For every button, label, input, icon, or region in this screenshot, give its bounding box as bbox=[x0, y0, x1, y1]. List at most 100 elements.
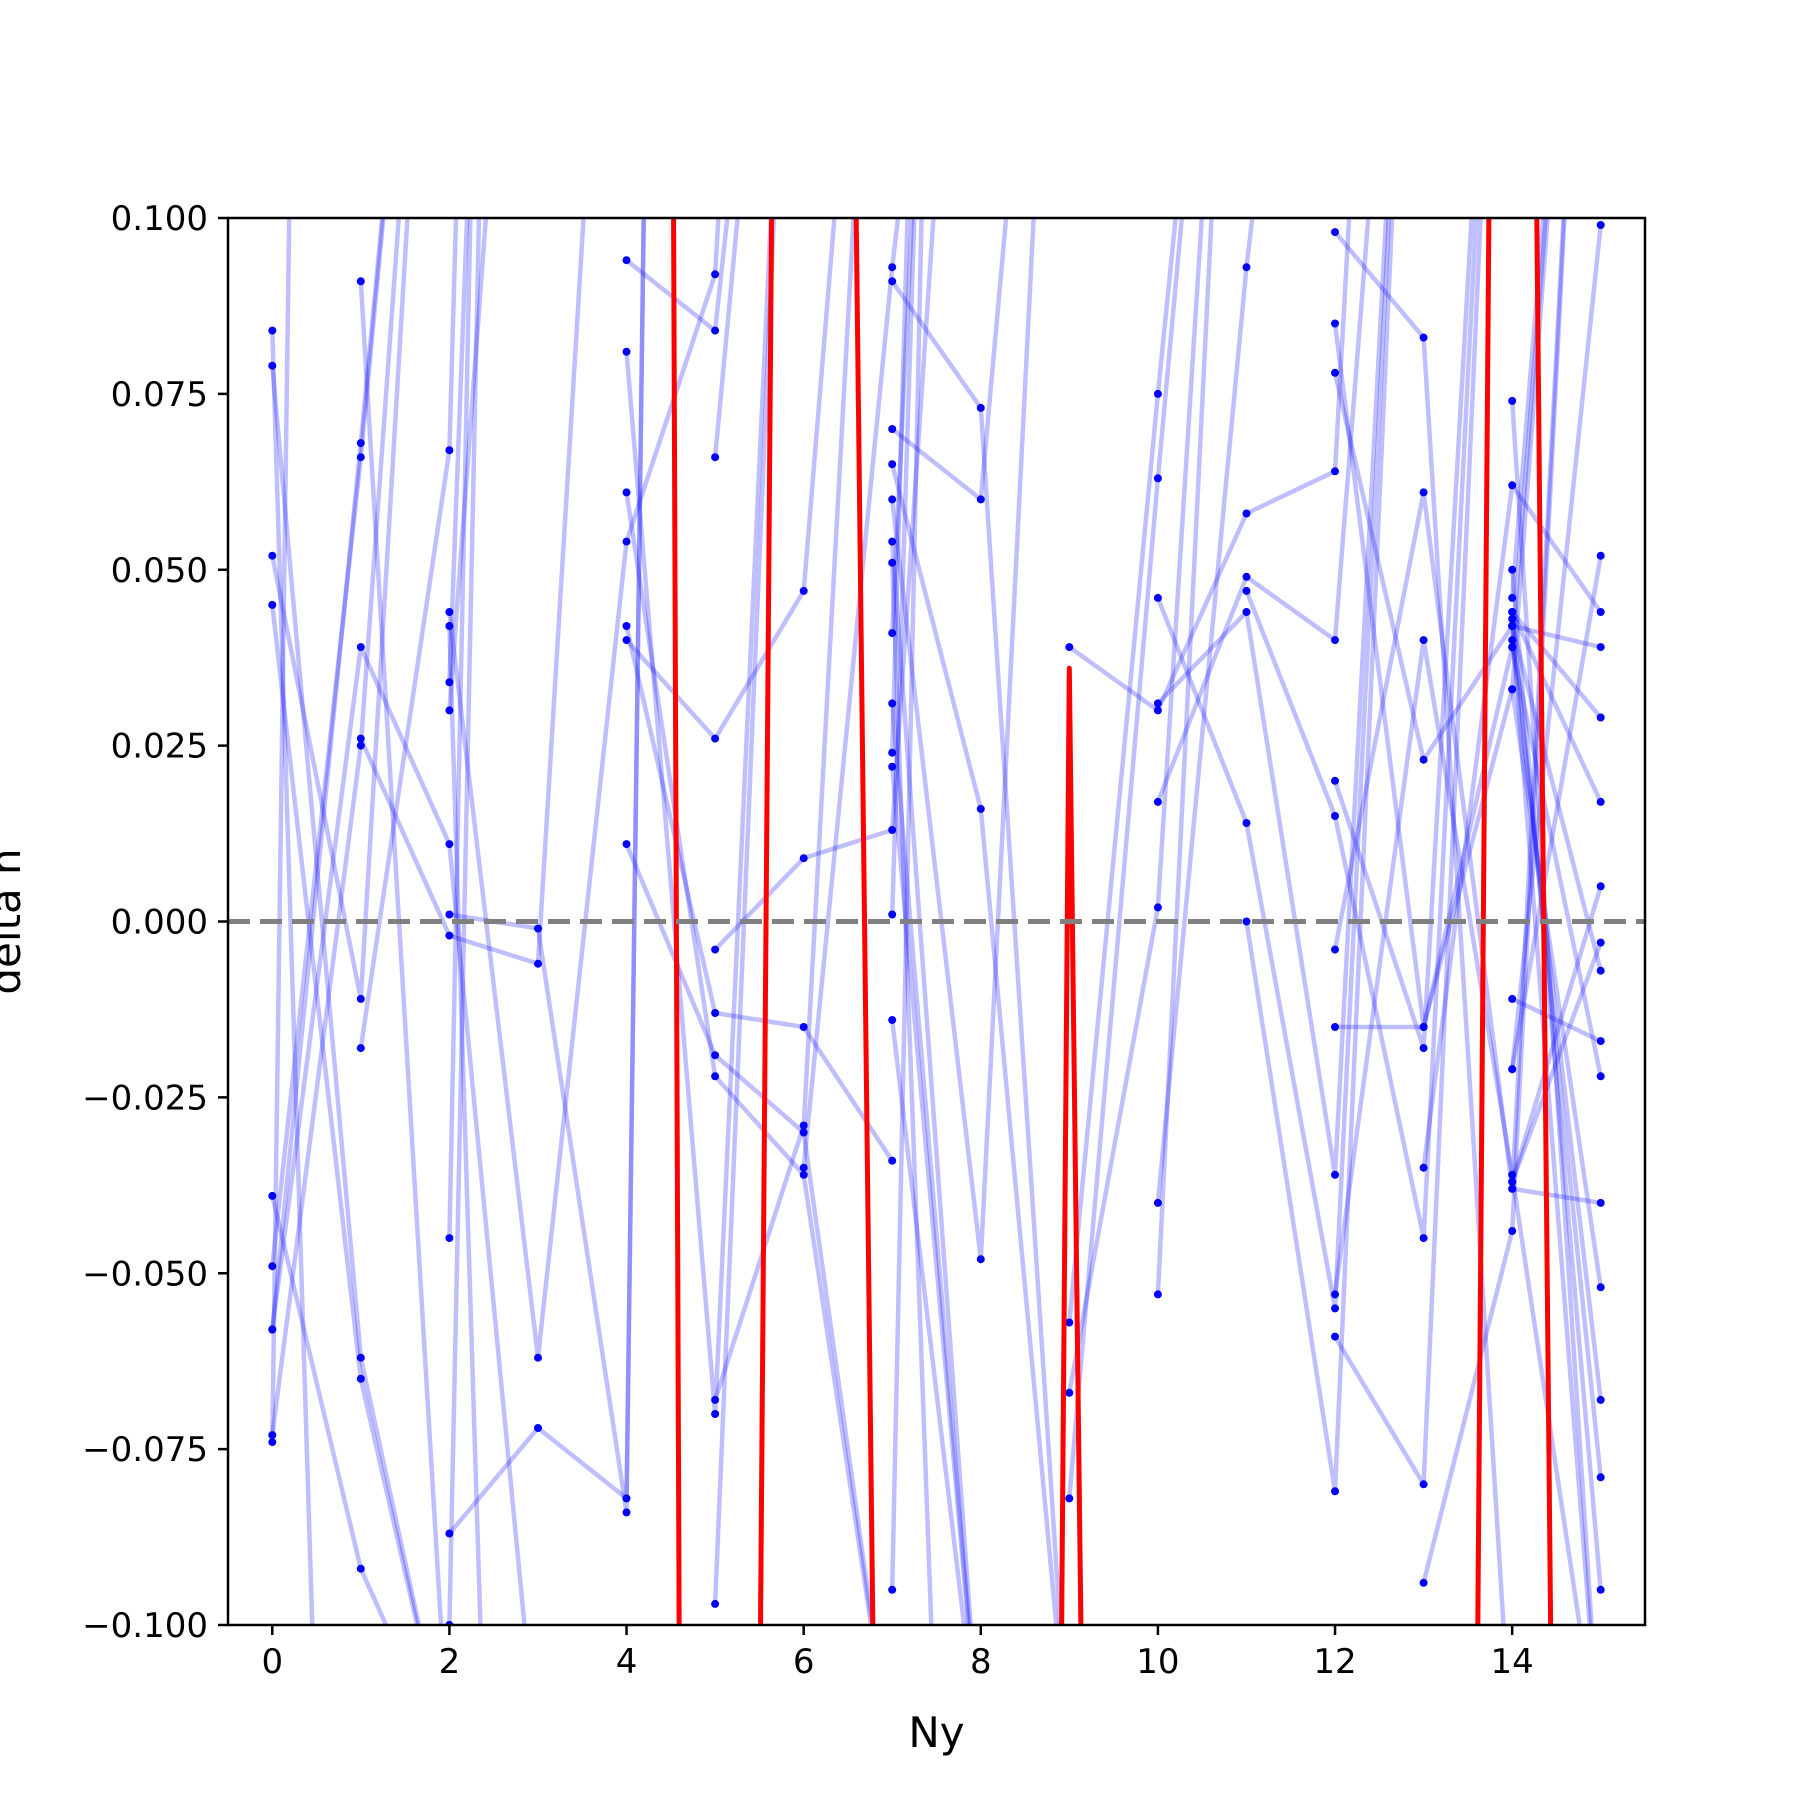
data-point bbox=[1065, 1494, 1074, 1503]
series-line bbox=[889, 541, 973, 1625]
series-trace bbox=[1242, 218, 1395, 1496]
data-point bbox=[888, 425, 897, 433]
series-trace bbox=[1508, 636, 1605, 1404]
series-trace bbox=[445, 622, 483, 1625]
series-layer bbox=[268, 218, 1605, 1625]
series-line bbox=[447, 218, 473, 1239]
data-point bbox=[1596, 643, 1605, 652]
data-point bbox=[888, 1585, 897, 1594]
data-point bbox=[1331, 812, 1339, 820]
data-point bbox=[445, 910, 454, 919]
series-line bbox=[1510, 625, 1603, 972]
x-tick-label: 8 bbox=[970, 1642, 992, 1682]
y-tick-label: 0.100 bbox=[111, 199, 208, 239]
series-line bbox=[889, 766, 971, 1625]
series-trace bbox=[888, 1016, 967, 1625]
y-tick-label: 0.050 bbox=[111, 551, 208, 591]
series-trace bbox=[888, 218, 915, 638]
series-trace bbox=[1331, 636, 1582, 1625]
series-trace bbox=[1508, 643, 1605, 1081]
data-point bbox=[268, 551, 277, 560]
data-point bbox=[356, 1564, 365, 1573]
data-point bbox=[1331, 1023, 1339, 1031]
data-point bbox=[356, 643, 365, 652]
data-point bbox=[711, 1410, 720, 1418]
data-point bbox=[1596, 1037, 1605, 1046]
data-point bbox=[1153, 903, 1162, 912]
data-point bbox=[1419, 636, 1428, 645]
series-trace bbox=[711, 218, 740, 462]
data-point bbox=[1508, 1065, 1517, 1074]
data-point bbox=[888, 748, 897, 757]
series-trace bbox=[1508, 994, 1605, 1046]
series-line bbox=[1511, 996, 1602, 1044]
series-line bbox=[889, 1019, 967, 1625]
series-line bbox=[1509, 569, 1603, 1590]
data-point bbox=[888, 558, 897, 567]
y-tick-label: −0.050 bbox=[82, 1254, 208, 1294]
series-trace bbox=[622, 218, 774, 1418]
data-point bbox=[888, 629, 897, 638]
series-trace bbox=[445, 218, 646, 1538]
data-point bbox=[356, 1374, 365, 1383]
series-trace bbox=[445, 218, 721, 1362]
series-trace bbox=[268, 1191, 389, 1625]
data-point bbox=[799, 1023, 808, 1031]
data-point bbox=[1331, 1170, 1339, 1179]
data-point bbox=[356, 1044, 365, 1053]
data-point bbox=[711, 1395, 720, 1404]
series-line bbox=[1511, 623, 1602, 650]
data-point bbox=[534, 924, 542, 933]
series-trace bbox=[268, 361, 422, 1625]
x-tick-label: 6 bbox=[793, 1642, 815, 1682]
data-point bbox=[1331, 1332, 1339, 1341]
series-line bbox=[712, 218, 740, 458]
highlight-series-line bbox=[1059, 665, 1084, 1625]
data-point bbox=[1508, 1170, 1517, 1179]
data-point bbox=[356, 453, 365, 462]
data-point bbox=[1331, 945, 1339, 954]
series-trace bbox=[888, 218, 1036, 1264]
series-trace bbox=[1065, 218, 1205, 1397]
y-axis: −0.100 −0.075 −0.050 −0.025 0.000 0.025 0.050 0… bbox=[82, 199, 228, 1646]
series-trace bbox=[1153, 218, 1371, 806]
series-line bbox=[889, 218, 924, 1590]
data-point bbox=[799, 1163, 808, 1172]
data-point bbox=[622, 1508, 631, 1517]
series-trace bbox=[622, 840, 875, 1625]
data-point bbox=[356, 741, 365, 750]
series-trace bbox=[268, 218, 402, 1440]
series-trace bbox=[1508, 608, 1605, 806]
series-line bbox=[1332, 637, 1582, 1625]
data-point bbox=[1331, 636, 1339, 645]
series-trace bbox=[888, 537, 973, 1625]
data-point bbox=[1153, 1290, 1162, 1299]
highlight-series-line bbox=[1475, 218, 1492, 1625]
data-point bbox=[1331, 1290, 1339, 1299]
series-line bbox=[447, 218, 470, 683]
data-point bbox=[1331, 368, 1339, 377]
data-point bbox=[1596, 1283, 1605, 1292]
data-point bbox=[1419, 488, 1428, 497]
series-line bbox=[713, 218, 936, 952]
data-point bbox=[799, 1170, 808, 1179]
series-trace bbox=[445, 218, 470, 687]
data-point bbox=[268, 1191, 277, 1200]
series-trace bbox=[1419, 218, 1567, 1587]
series-trace bbox=[799, 218, 901, 1172]
data-point bbox=[1508, 1184, 1517, 1193]
data-point bbox=[445, 1234, 454, 1243]
series-trace bbox=[1065, 218, 1352, 715]
series-line bbox=[1509, 639, 1603, 1401]
data-point bbox=[1153, 797, 1162, 806]
series-line bbox=[1510, 610, 1603, 719]
data-point bbox=[1331, 228, 1339, 237]
data-point bbox=[356, 1353, 365, 1362]
data-point bbox=[622, 636, 631, 645]
data-point bbox=[268, 600, 277, 609]
data-point bbox=[1596, 1473, 1605, 1482]
data-point bbox=[622, 1494, 631, 1503]
series-line bbox=[624, 625, 895, 1162]
series-trace bbox=[1508, 565, 1605, 1594]
